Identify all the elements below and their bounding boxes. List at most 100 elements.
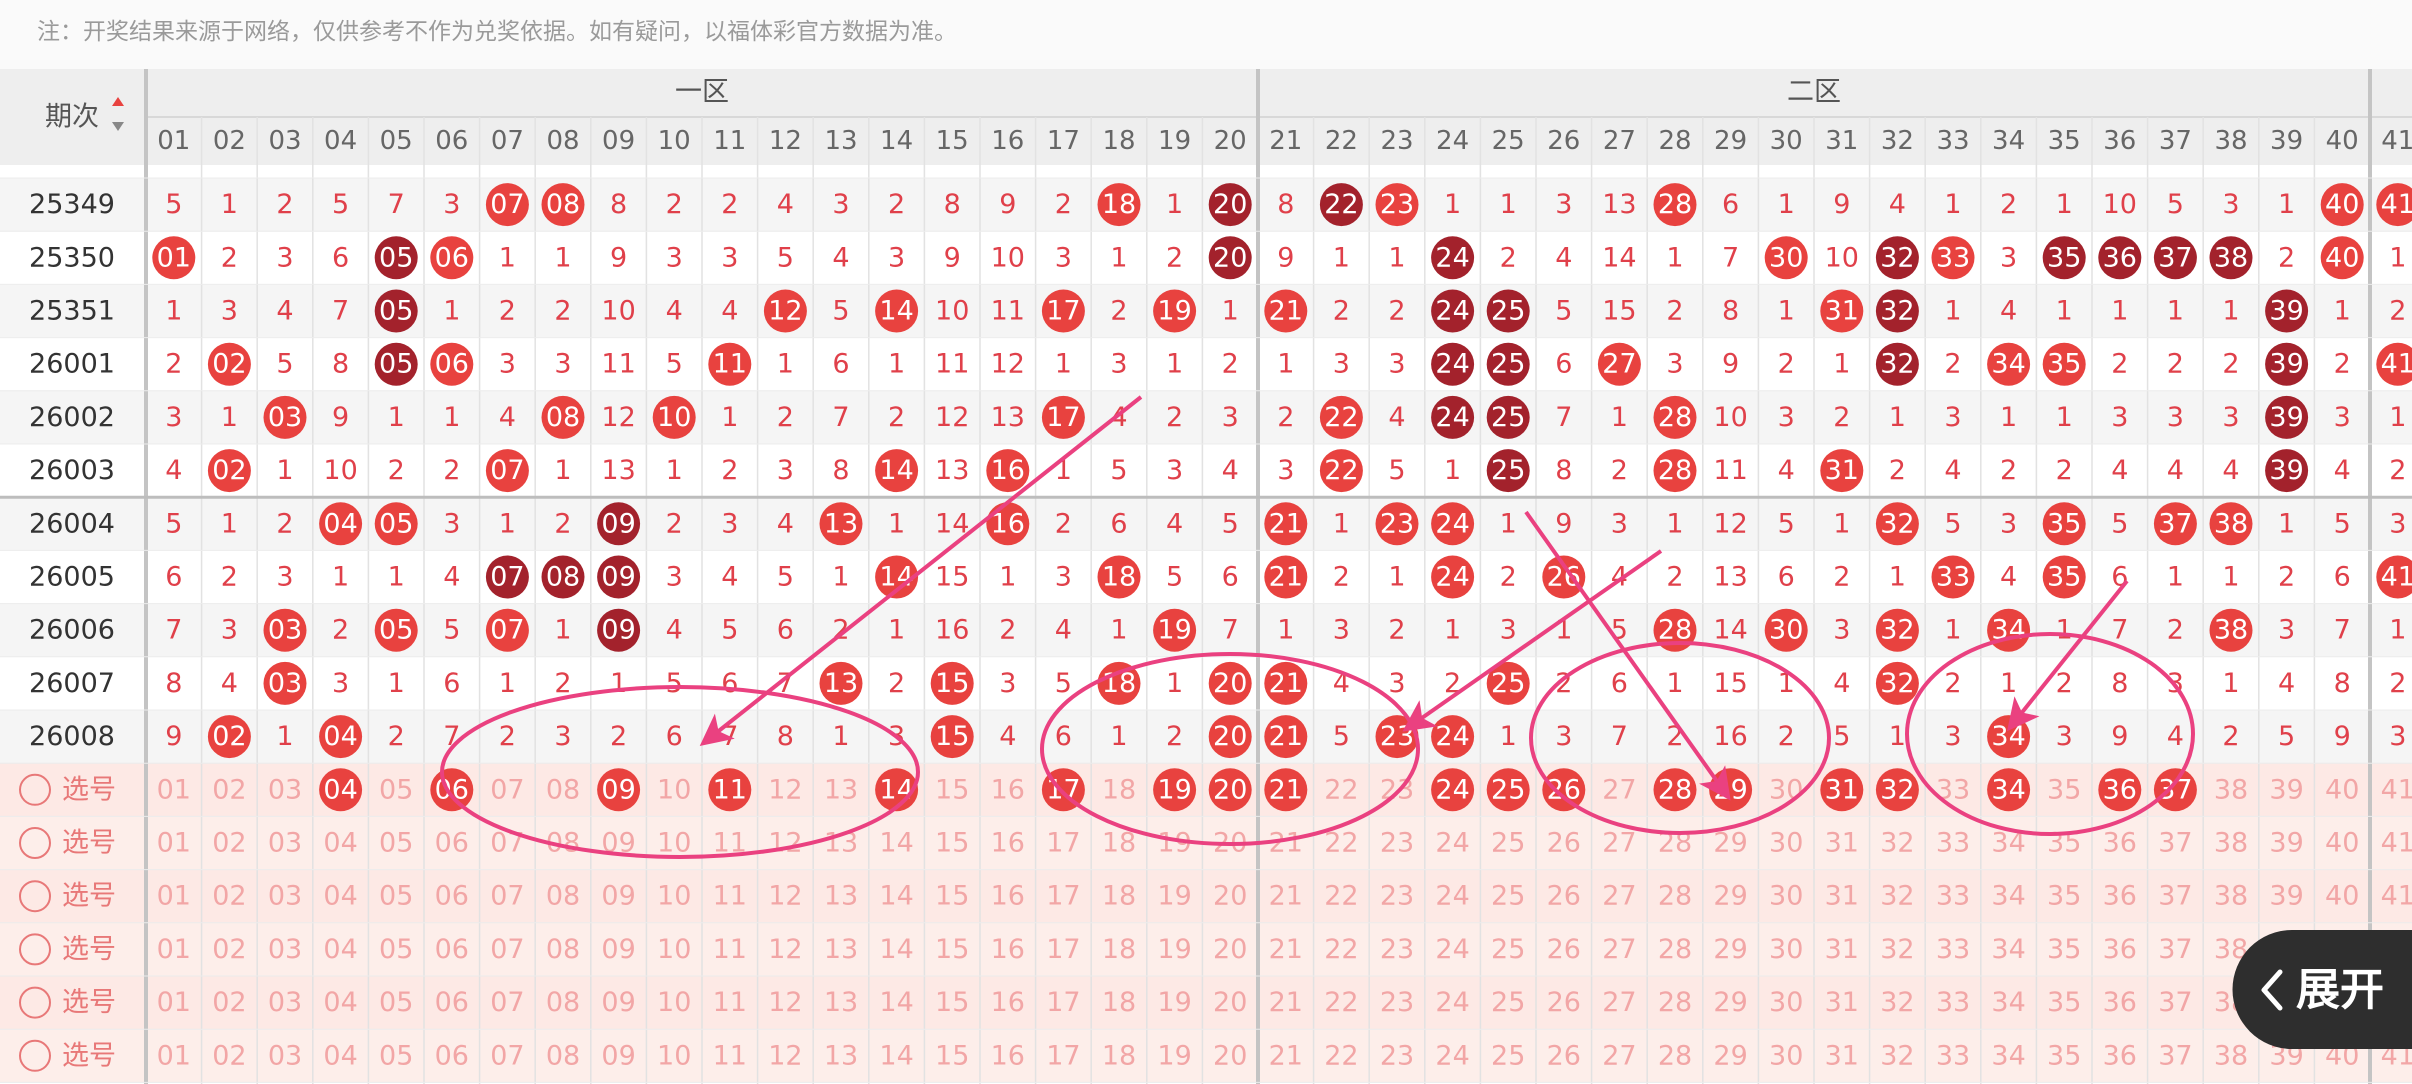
select-number[interactable]: 18 [1102,1040,1136,1071]
select-number[interactable]: 31 [1825,828,1859,859]
select-number[interactable]: 19 [1157,934,1191,965]
select-number[interactable]: 27 [1602,987,1636,1018]
selected-ball[interactable] [1987,768,2031,812]
select-number[interactable]: 25 [1491,774,1525,805]
selected-ball[interactable] [1820,768,1864,812]
select-number[interactable]: 03 [268,881,302,912]
select-number[interactable]: 30 [1769,1040,1803,1071]
select-number[interactable]: 30 [1769,987,1803,1018]
select-number[interactable]: 30 [1769,828,1803,859]
select-number[interactable]: 16 [991,1040,1025,1071]
select-number[interactable]: 25 [1491,934,1525,965]
select-number[interactable]: 18 [1102,881,1136,912]
select-number[interactable]: 17 [1046,987,1080,1018]
select-number[interactable]: 26 [1547,987,1581,1018]
select-number[interactable]: 41 [2381,881,2412,912]
select-number[interactable]: 21 [1269,774,1303,805]
select-number[interactable]: 33 [1936,828,1970,859]
select-number[interactable]: 02 [212,987,246,1018]
select-number[interactable]: 31 [1825,934,1859,965]
select-number[interactable]: 06 [435,774,469,805]
select-number[interactable]: 09 [601,987,635,1018]
select-number[interactable]: 23 [1380,1040,1414,1071]
select-number[interactable]: 14 [879,774,913,805]
select-number[interactable]: 24 [1435,1040,1469,1071]
select-number[interactable]: 37 [2158,934,2192,965]
select-number[interactable]: 15 [935,774,969,805]
select-number[interactable]: 21 [1269,934,1303,965]
selected-ball[interactable] [708,768,752,812]
select-number[interactable]: 16 [991,828,1025,859]
expand-button-bg[interactable] [2232,930,2412,1049]
select-number[interactable]: 18 [1102,828,1136,859]
select-number[interactable]: 17 [1046,934,1080,965]
select-number[interactable]: 11 [713,774,747,805]
select-number[interactable]: 09 [601,934,635,965]
sort-down[interactable] [112,122,124,131]
select-number[interactable]: 05 [379,934,413,965]
select-number[interactable]: 24 [1435,987,1469,1018]
select-label[interactable]: 选号 [62,934,116,965]
select-number[interactable]: 11 [713,881,747,912]
select-number[interactable]: 21 [1269,987,1303,1018]
select-number[interactable]: 31 [1825,881,1859,912]
selected-ball[interactable] [875,768,919,812]
select-number[interactable]: 25 [1491,987,1525,1018]
select-number[interactable]: 23 [1380,828,1414,859]
select-number[interactable]: 29 [1713,934,1747,965]
select-number[interactable]: 30 [1769,881,1803,912]
select-number[interactable]: 06 [435,987,469,1018]
select-number[interactable]: 19 [1157,987,1191,1018]
period-header[interactable]: 期次 [45,102,99,133]
select-number[interactable]: 26 [1547,881,1581,912]
select-label[interactable]: 选号 [62,828,116,859]
select-number[interactable]: 27 [1602,828,1636,859]
select-number[interactable]: 13 [824,987,858,1018]
select-number[interactable]: 27 [1602,881,1636,912]
select-number[interactable]: 13 [824,934,858,965]
select-number[interactable]: 24 [1435,774,1469,805]
select-number[interactable]: 08 [546,881,580,912]
select-number[interactable]: 26 [1547,828,1581,859]
select-number[interactable]: 14 [879,934,913,965]
select-number[interactable]: 03 [268,1040,302,1071]
expand-label[interactable]: 展开 [2296,965,2384,1016]
select-number[interactable]: 30 [1769,934,1803,965]
select-number[interactable]: 24 [1435,828,1469,859]
select-number[interactable]: 08 [546,774,580,805]
select-number[interactable]: 14 [879,828,913,859]
select-number[interactable]: 08 [546,934,580,965]
select-number[interactable]: 15 [935,828,969,859]
select-number[interactable]: 06 [435,934,469,965]
select-number[interactable]: 35 [2047,934,2081,965]
select-number[interactable]: 10 [657,881,691,912]
select-number[interactable]: 07 [490,987,524,1018]
select-number[interactable]: 33 [1936,1040,1970,1071]
select-number[interactable]: 01 [157,934,191,965]
select-number[interactable]: 37 [2158,1040,2192,1071]
select-number[interactable]: 35 [2047,987,2081,1018]
select-number[interactable]: 32 [1880,881,1914,912]
select-number[interactable]: 24 [1435,934,1469,965]
select-number[interactable]: 32 [1880,934,1914,965]
selected-ball[interactable] [1264,768,1308,812]
select-number[interactable]: 20 [1213,987,1247,1018]
select-number[interactable]: 35 [2047,881,2081,912]
select-number[interactable]: 09 [601,1040,635,1071]
select-number[interactable]: 07 [490,1040,524,1071]
select-number[interactable]: 31 [1825,1040,1859,1071]
select-number[interactable]: 34 [1991,774,2025,805]
select-number[interactable]: 01 [157,987,191,1018]
select-number[interactable]: 05 [379,774,413,805]
select-number[interactable]: 16 [991,987,1025,1018]
select-number[interactable]: 32 [1880,1040,1914,1071]
select-number[interactable]: 25 [1491,828,1525,859]
select-number[interactable]: 03 [268,774,302,805]
selected-ball[interactable] [1208,768,1252,812]
select-number[interactable]: 02 [212,828,246,859]
select-number[interactable]: 13 [824,1040,858,1071]
select-number[interactable]: 37 [2158,828,2192,859]
select-number[interactable]: 12 [768,774,802,805]
select-number[interactable]: 01 [157,881,191,912]
select-number[interactable]: 18 [1102,774,1136,805]
